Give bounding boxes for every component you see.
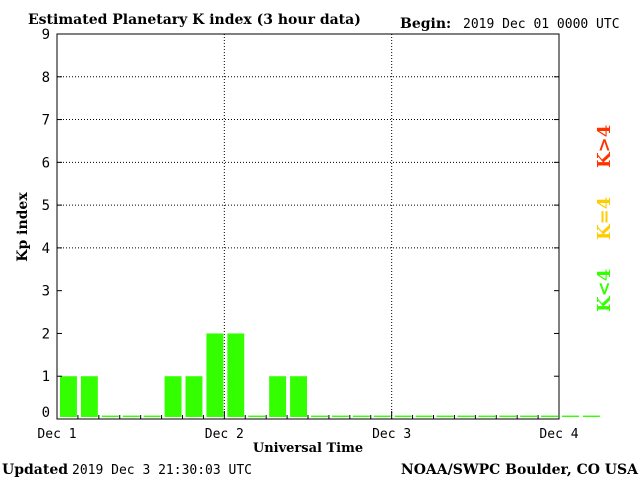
kp-bar <box>520 415 538 417</box>
kp-bar <box>248 415 266 417</box>
tick-marks <box>56 33 560 420</box>
kp-bar <box>143 415 161 417</box>
kp-bar <box>80 376 98 417</box>
kp-bar <box>541 415 558 417</box>
kp-bar <box>290 376 307 417</box>
y-tick-label: 1 <box>42 369 50 385</box>
kp-bar <box>394 415 412 417</box>
x-tick-label: Dec 1 <box>37 427 76 442</box>
x-tick-label: Dec 3 <box>372 427 411 442</box>
y-axis-label: Kp index <box>15 192 31 262</box>
kp-bar <box>499 415 517 417</box>
kp-bar <box>457 415 475 417</box>
x-axis-label: Universal Time <box>253 441 363 456</box>
kp-bar <box>436 415 454 417</box>
x-tick-labels: Dec 1 Dec 2 Dec 3 Dec 4 <box>37 427 578 442</box>
legend-equal: K=4 <box>594 197 615 240</box>
y-tick-label: 0 <box>42 405 50 421</box>
kp-bar <box>352 415 370 417</box>
kp-bar <box>60 376 77 417</box>
y-tick-label: 4 <box>42 241 50 257</box>
y-tick-label: 2 <box>42 326 50 342</box>
kp-bar <box>311 415 328 417</box>
kp-bar <box>269 376 287 417</box>
x-tick-label: Dec 4 <box>539 427 578 442</box>
kp-bar <box>478 415 496 417</box>
chart-title: Estimated Planetary K index (3 hour data… <box>28 12 361 28</box>
source-credit: NOAA/SWPC Boulder, CO USA <box>401 462 639 478</box>
y-tick-label: 8 <box>42 70 50 86</box>
grid-lines <box>57 34 559 419</box>
kp-bar <box>122 415 140 417</box>
y-tick-label: 5 <box>42 198 50 214</box>
kp-bar <box>415 415 433 417</box>
kp-bar <box>331 415 349 417</box>
y-tick-label: 3 <box>42 284 50 300</box>
kp-bar <box>164 376 182 417</box>
kp-bar <box>582 415 600 417</box>
legend-high: K>4 <box>594 125 615 168</box>
kp-bar <box>562 415 579 417</box>
y-tick-label: 9 <box>42 27 50 43</box>
begin-value: 2019 Dec 01 0000 UTC <box>463 17 620 32</box>
updated-value: 2019 Dec 3 21:30:03 UTC <box>72 463 252 478</box>
y-tick-label: 6 <box>42 155 50 171</box>
begin-label: Begin: <box>400 16 451 32</box>
kp-bar <box>206 333 224 417</box>
y-tick-labels: 0 1 2 3 4 5 6 7 8 9 <box>42 27 50 421</box>
kp-bar <box>227 333 245 417</box>
plot-frame <box>56 33 560 420</box>
kp-bar <box>185 376 203 417</box>
updated-label: Updated <box>2 462 68 478</box>
bars <box>60 333 600 417</box>
legend-low: K<4 <box>594 269 615 312</box>
kp-bar <box>101 415 119 417</box>
y-tick-label: 7 <box>42 113 50 129</box>
x-tick-label: Dec 2 <box>205 427 244 442</box>
kp-bar <box>373 415 391 417</box>
